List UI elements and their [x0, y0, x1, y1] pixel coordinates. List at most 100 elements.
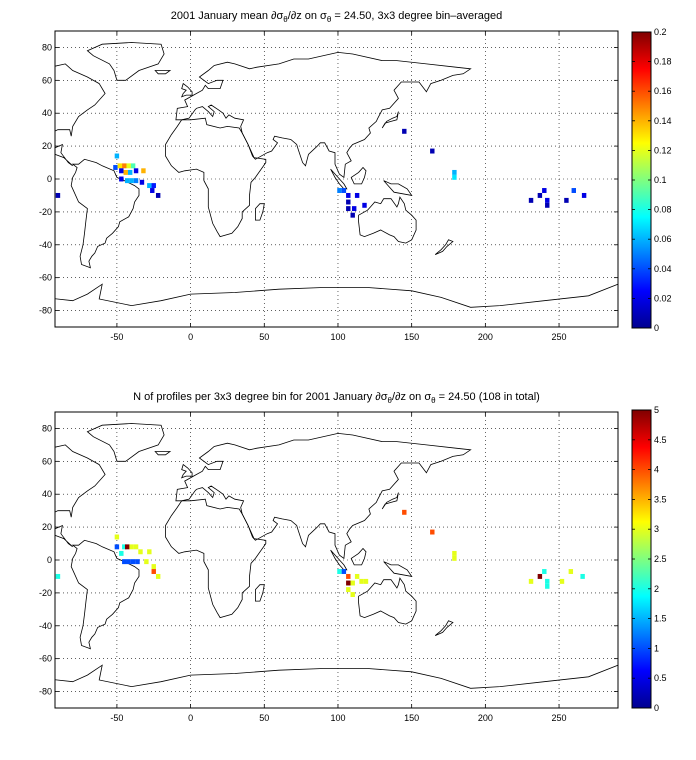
coastline	[358, 196, 417, 244]
data-cell	[402, 128, 407, 134]
x-tick-label: 150	[404, 713, 419, 723]
data-cell	[130, 163, 136, 169]
data-cell	[362, 202, 367, 208]
data-cell	[580, 573, 585, 579]
x-tick-label: 200	[478, 332, 493, 342]
coastline	[55, 283, 618, 327]
y-tick-label: -60	[39, 273, 52, 283]
colorbar-tick-label: 0.14	[654, 116, 672, 126]
data-cell	[581, 192, 587, 198]
mean-gradient-panel: 2001 January mean ∂σθ/∂z on σθ = 24.50, …	[39, 10, 672, 342]
data-cell	[559, 578, 565, 584]
data-cell	[402, 509, 407, 515]
data-cell	[114, 544, 120, 550]
data-cell	[119, 168, 124, 174]
coastline	[175, 51, 472, 179]
data-cell	[350, 580, 355, 586]
x-tick-label: 50	[259, 332, 269, 342]
data-cell	[55, 192, 61, 198]
colorbar-tick-label: 0.08	[654, 205, 672, 215]
data-cell	[359, 578, 364, 584]
coastline	[70, 539, 140, 650]
data-cell	[452, 169, 457, 175]
data-cell	[125, 544, 130, 550]
data-cell	[545, 202, 550, 208]
coastline	[434, 239, 454, 255]
x-tick-label: 100	[330, 713, 345, 723]
x-tick-label: 50	[259, 713, 269, 723]
colorbar-tick-label: 0.2	[654, 27, 667, 37]
data-cell	[122, 163, 127, 169]
data-cell	[346, 587, 351, 593]
data-cell	[346, 192, 351, 198]
data-cell	[337, 569, 342, 574]
data-cell	[141, 168, 146, 174]
data-cell	[122, 559, 127, 565]
data-cell	[564, 197, 569, 203]
colorbar-tick-label: 2	[654, 584, 659, 594]
data-cell	[114, 153, 120, 159]
data-cell	[129, 178, 134, 184]
data-cell	[126, 559, 131, 565]
colorbar-tick-label: 0	[654, 703, 659, 713]
data-cell	[144, 559, 149, 565]
data-cell	[452, 555, 457, 561]
colorbar-tick-label: 0.5	[654, 673, 667, 683]
colorbar-tick-label: 0.1	[654, 175, 667, 185]
data-cell	[126, 163, 131, 169]
data-cell	[139, 179, 145, 185]
data-cell	[346, 573, 351, 579]
colorbar-tick-label: 3.5	[654, 494, 667, 504]
data-cell	[127, 169, 133, 175]
y-tick-label: -20	[39, 588, 52, 598]
x-tick-label: 250	[552, 332, 567, 342]
coastline	[383, 561, 413, 577]
y-tick-label: 40	[42, 108, 52, 118]
data-cell	[151, 564, 156, 570]
data-cell	[114, 534, 120, 540]
data-cell	[119, 550, 124, 556]
mean-gradient-map-area	[55, 31, 618, 327]
mean-gradient-title: 2001 January mean ∂σθ/∂z on σθ = 24.50, …	[171, 10, 503, 24]
colorbar-tick-label: 0.12	[654, 145, 672, 155]
y-tick-label: 60	[42, 75, 52, 85]
coastline	[165, 117, 267, 238]
data-cell	[341, 188, 347, 193]
data-cell	[147, 549, 152, 555]
data-cell	[571, 188, 576, 193]
colorbar-tick-label: 0.06	[654, 234, 672, 244]
coastline	[180, 463, 193, 479]
data-cell	[337, 188, 342, 193]
data-cell	[122, 544, 127, 550]
coastline	[154, 451, 172, 456]
coastline	[175, 432, 472, 560]
coastline	[350, 166, 367, 185]
data-cell	[119, 176, 124, 182]
data-cell	[346, 580, 351, 586]
x-tick-label: -50	[110, 332, 123, 342]
colorbar-tick-label: 1.5	[654, 614, 667, 624]
x-tick-label: 150	[404, 332, 419, 342]
data-cell	[133, 178, 139, 184]
data-cell	[537, 573, 543, 579]
y-tick-label: -80	[39, 306, 52, 316]
data-cell	[545, 583, 550, 589]
data-cell	[542, 188, 547, 193]
data-cell	[133, 168, 139, 174]
data-cell	[452, 174, 457, 180]
profile-count-panel: N of profiles per 3x3 degree bin for 200…	[39, 391, 667, 723]
data-cell	[528, 578, 534, 584]
y-tick-label: 20	[42, 141, 52, 151]
y-tick-label: -60	[39, 654, 52, 664]
data-cell	[151, 569, 156, 574]
profile-count-map-area	[55, 412, 618, 708]
coastline	[383, 180, 413, 196]
data-cell	[545, 197, 550, 203]
data-cell	[351, 206, 357, 212]
data-cell	[130, 559, 136, 565]
data-cell	[113, 165, 118, 170]
data-cell	[129, 544, 134, 550]
data-cell	[354, 573, 360, 579]
data-cell	[133, 544, 139, 550]
